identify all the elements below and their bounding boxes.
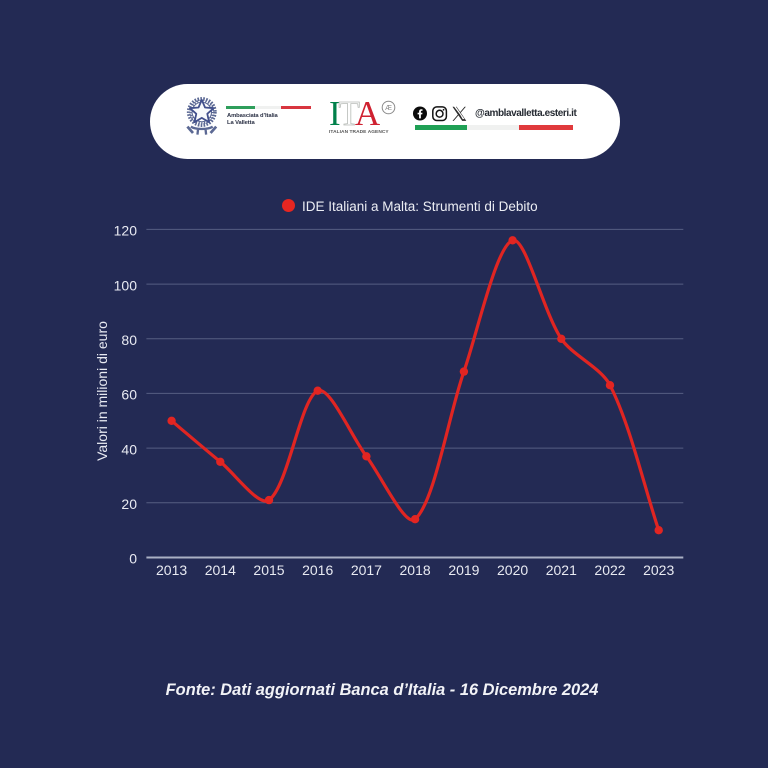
svg-text:0: 0 (129, 551, 137, 567)
svg-text:2015: 2015 (253, 562, 284, 578)
svg-text:2023: 2023 (643, 562, 674, 578)
svg-text:2016: 2016 (302, 562, 333, 578)
svg-text:40: 40 (121, 441, 137, 457)
svg-text:Valori in milioni di euro: Valori in milioni di euro (94, 321, 110, 461)
svg-text:2013: 2013 (156, 562, 187, 578)
svg-text:20: 20 (121, 496, 137, 512)
svg-text:2020: 2020 (497, 562, 528, 578)
svg-text:Æ: Æ (385, 105, 392, 112)
svg-text:2021: 2021 (546, 562, 577, 578)
svg-text:2014: 2014 (205, 562, 236, 578)
svg-text:2019: 2019 (448, 562, 479, 578)
svg-text:100: 100 (114, 277, 138, 293)
svg-text:2017: 2017 (351, 562, 382, 578)
svg-text:60: 60 (121, 387, 137, 403)
svg-text:2022: 2022 (594, 562, 625, 578)
svg-text:2018: 2018 (400, 562, 431, 578)
svg-text:120: 120 (114, 223, 138, 239)
svg-text:80: 80 (121, 332, 137, 348)
